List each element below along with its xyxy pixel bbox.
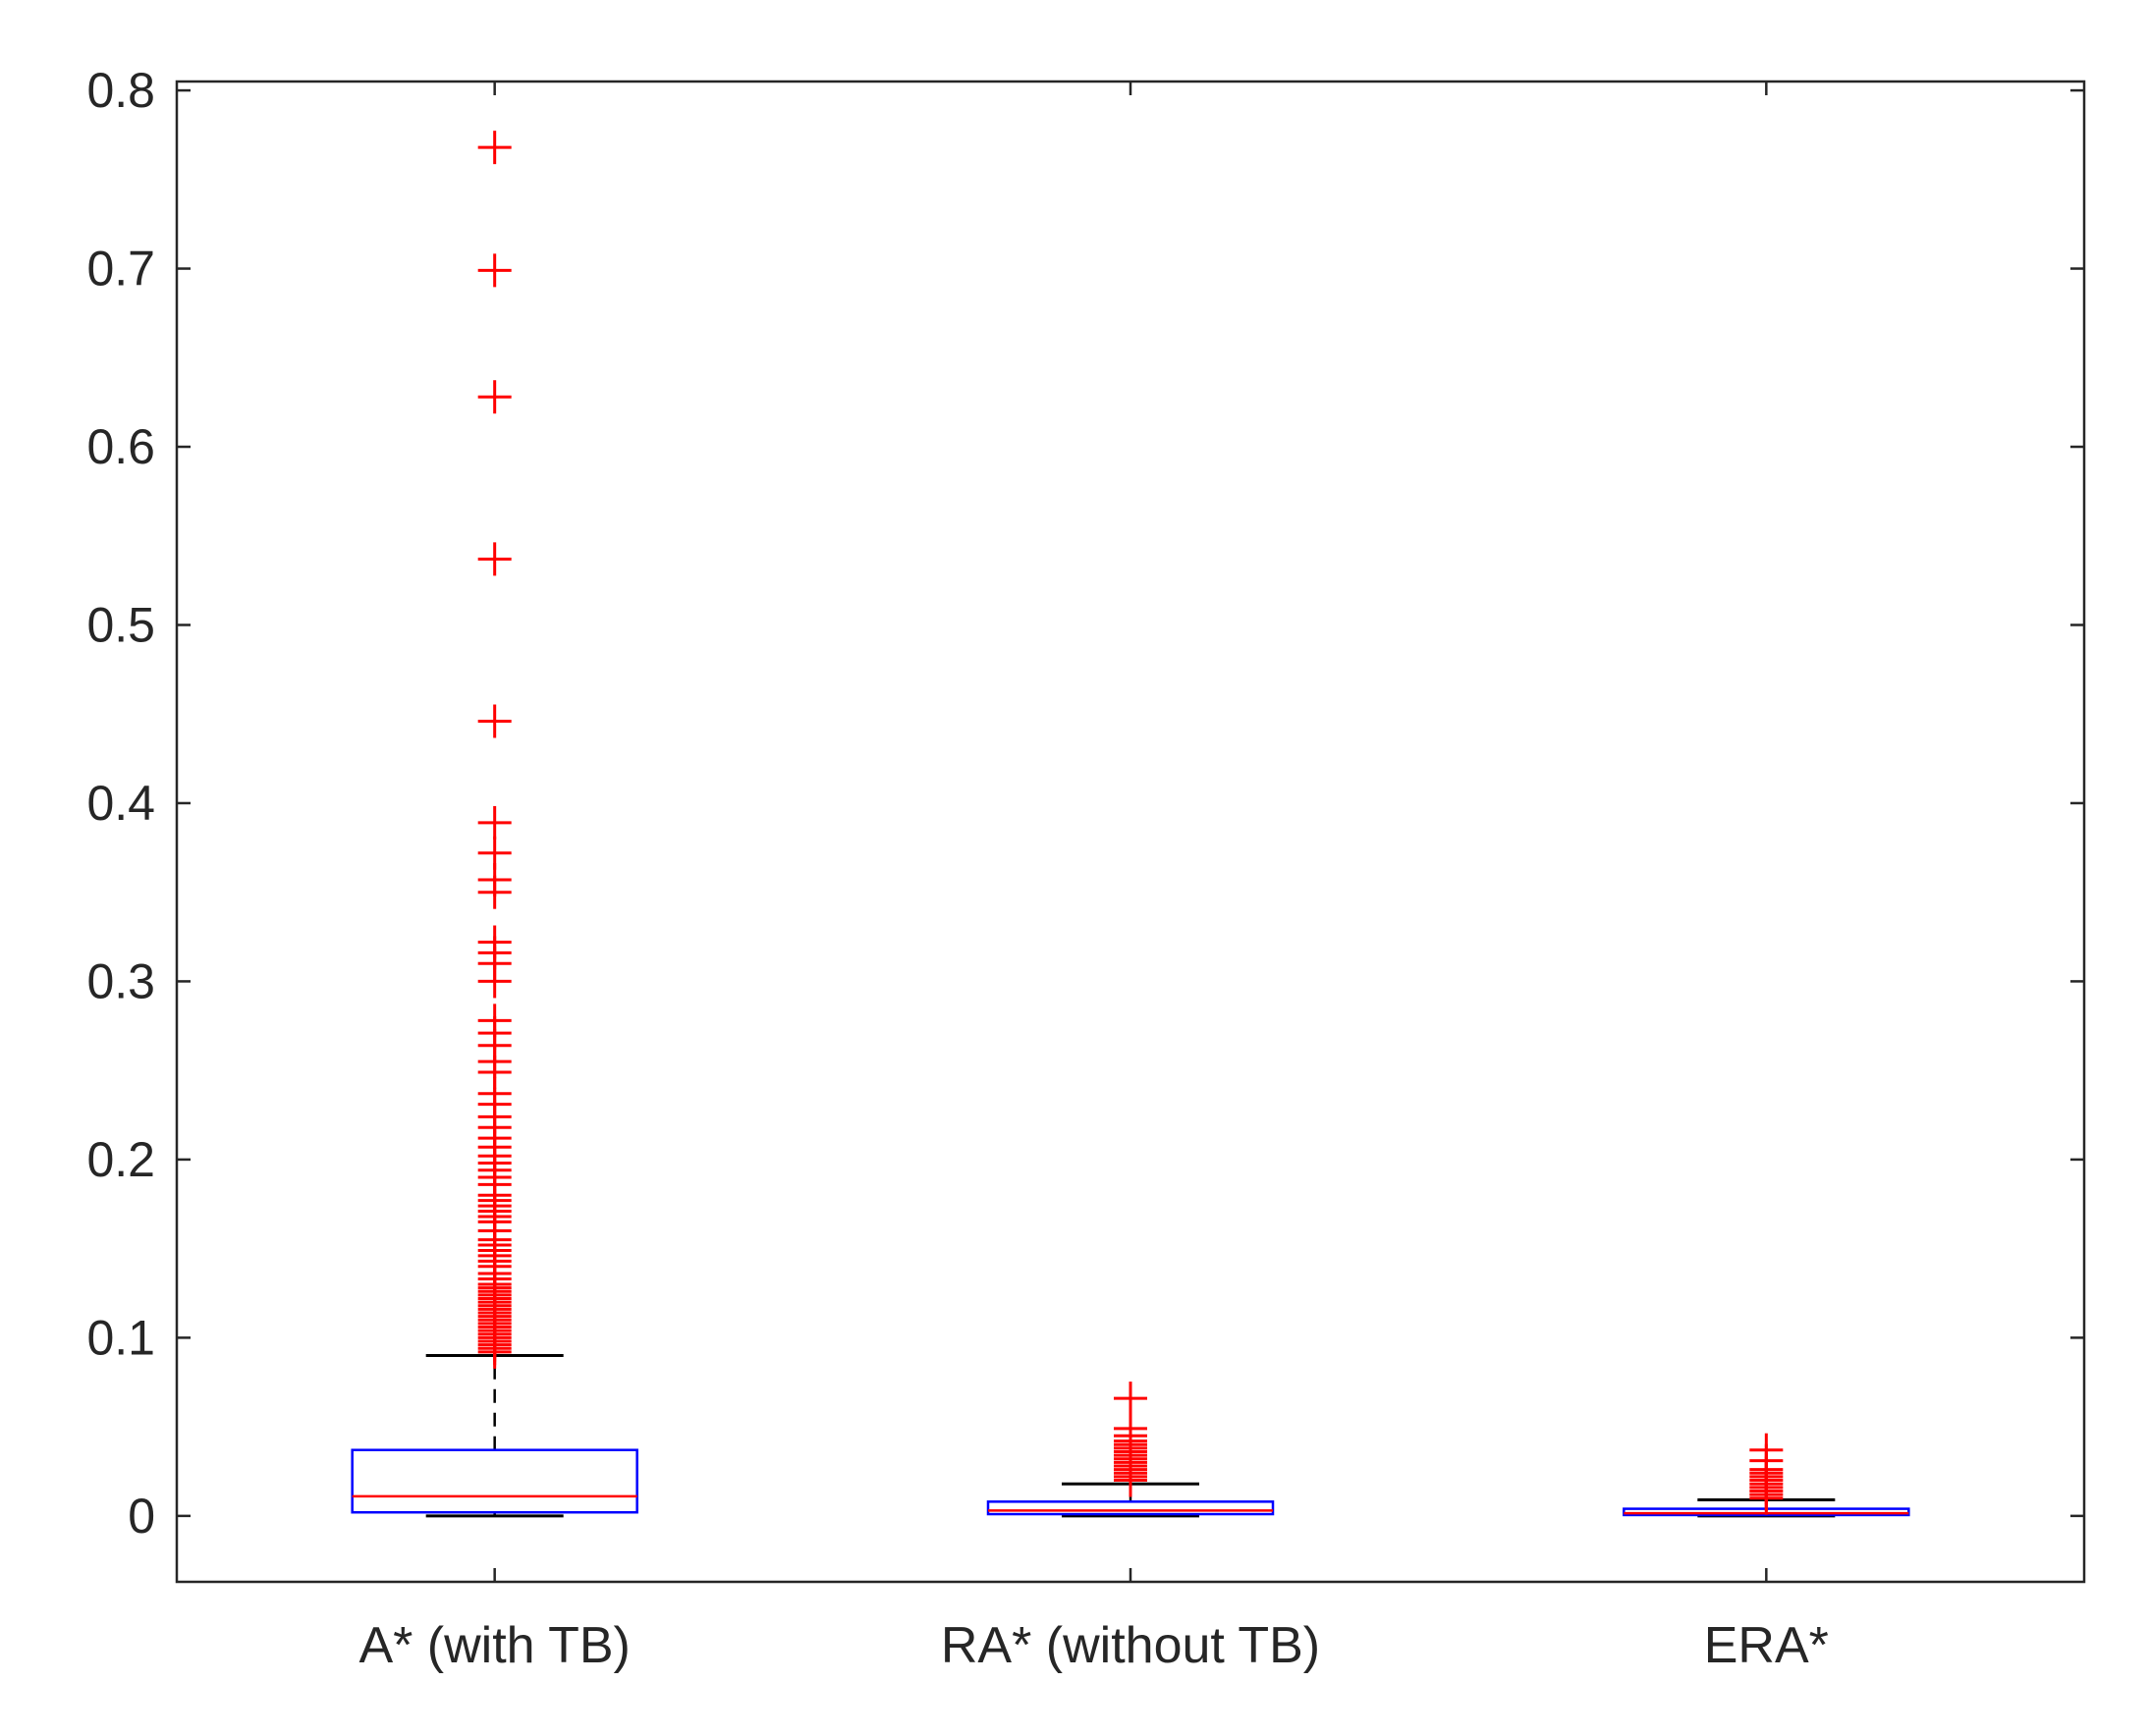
y-tick-label: 0.2 [86, 1132, 155, 1187]
outlier-marker [477, 253, 512, 288]
y-axis: 0 0.1 0.2 0.3 0.4 0.5 0.6 0.7 0.8 [86, 63, 2084, 1544]
outlier-marker [1114, 1411, 1147, 1445]
outlier-marker [477, 380, 512, 414]
outlier-marker [1749, 1433, 1784, 1467]
outlier-marker [477, 1004, 512, 1038]
iqr-box [986, 1500, 1275, 1516]
y-tick-label: 0.7 [86, 242, 155, 297]
outlier-marker [477, 542, 512, 576]
x-tick-label: A* (with TB) [358, 1617, 630, 1674]
outlier-marker [1114, 1382, 1147, 1416]
outlier-marker [477, 925, 512, 959]
iqr-box [351, 1448, 638, 1514]
y-tick-label: 0.6 [86, 419, 155, 474]
y-tick-label: 0.1 [86, 1310, 155, 1365]
y-tick-label: 0.5 [86, 597, 155, 652]
x-tick-label: RA* (without TB) [941, 1617, 1320, 1674]
box-group [986, 1382, 1275, 1518]
outlier-marker [477, 836, 512, 870]
box-group [1623, 1433, 1910, 1518]
outlier-marker [477, 131, 512, 165]
x-axis: A* (with TB) RA* (without TB) ERA* [358, 81, 1829, 1674]
y-tick-label: 0 [128, 1489, 155, 1544]
box-group [351, 131, 638, 1518]
outlier-marker [477, 805, 512, 840]
plot-area [351, 131, 1910, 1518]
outlier-marker [477, 704, 512, 738]
x-tick-label: ERA* [1704, 1617, 1829, 1674]
y-tick-label: 0.4 [86, 776, 155, 831]
y-tick-label: 0.8 [86, 63, 155, 118]
y-tick-label: 0.3 [86, 953, 155, 1008]
